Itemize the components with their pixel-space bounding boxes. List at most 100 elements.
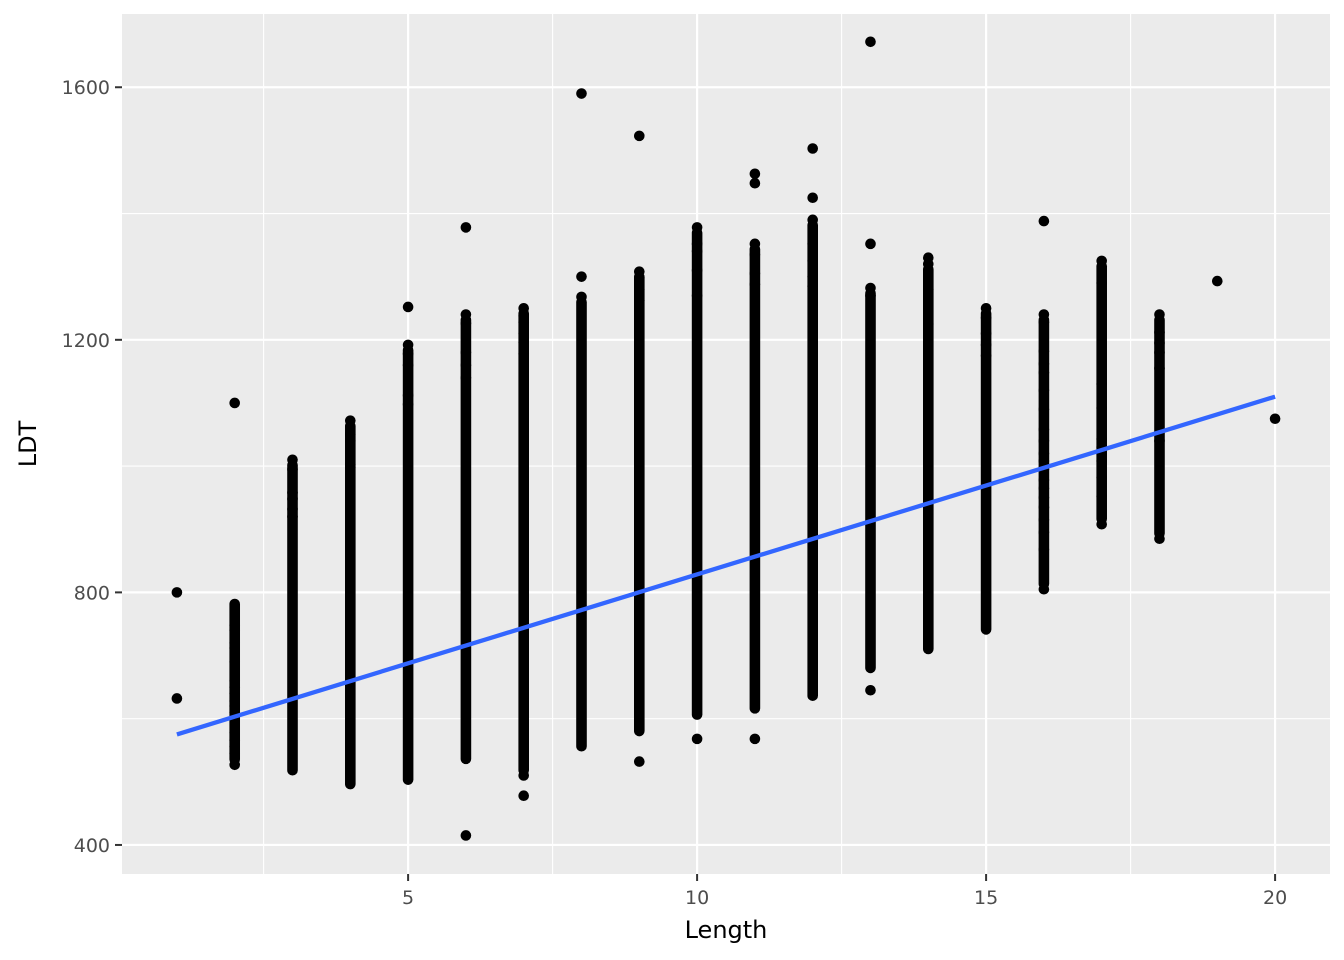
y-tick-label: 800 [74,582,110,604]
data-point [518,328,530,339]
data-point [1096,491,1107,502]
data-point [1038,544,1050,555]
data-point [1038,514,1050,526]
point-strip-length-17 [1096,260,1107,525]
point-strip-length-5 [402,344,414,785]
x-tick-label: 20 [1263,887,1287,909]
data-point [1038,482,1050,494]
data-point [980,350,992,361]
data-point [1038,316,1050,328]
data-point [402,301,414,313]
point-strip-length-8 [576,296,587,752]
data-point [749,733,761,745]
data-points [171,36,1281,841]
data-point [865,282,876,294]
data-point [402,359,414,371]
data-point [865,238,876,250]
data-point [402,348,414,360]
data-point [576,291,587,303]
data-point [1038,367,1050,378]
trend-line [176,394,1276,737]
data-point [1154,362,1165,374]
data-point [1096,518,1107,530]
data-point [691,238,703,250]
data-point [1038,448,1050,459]
data-point [1038,583,1050,595]
data-point [460,830,472,841]
data-point [287,463,298,475]
data-point [402,390,414,401]
point-strip-length-12 [807,219,818,701]
data-point [980,339,992,351]
data-point [865,290,876,301]
data-point [460,318,472,329]
data-point [691,265,703,276]
data-point [345,462,356,473]
x-axis-ticks: 5 10 15 20 [402,874,1287,909]
plot-panel [122,14,1330,874]
data-point [1096,378,1107,390]
point-strip-length-10 [691,227,703,720]
y-axis-title: LDT [14,420,42,467]
data-point [229,642,241,654]
point-strip-length-6 [460,314,472,765]
data-point [807,214,818,226]
data-point [229,727,241,738]
data-point [1038,492,1050,503]
data-point [865,36,876,48]
data-point [1038,215,1050,227]
y-axis-ticks: 400 800 1200 1600 [62,77,122,857]
trend-line-group [176,394,1276,737]
data-point [576,271,587,282]
point-strip-length-9 [634,271,645,737]
data-point [345,415,356,426]
data-point [1154,347,1165,358]
point-strip-length-7 [518,308,530,776]
data-point [1038,527,1050,538]
x-tick-label: 5 [402,887,414,909]
data-point [287,493,298,505]
data-point [807,143,818,154]
data-point [634,130,645,142]
data-point [287,503,298,515]
data-point [287,454,298,466]
data-point [229,624,241,636]
point-strip-length-15 [980,308,992,635]
data-point [1154,435,1165,447]
data-point [345,435,356,447]
data-point [1269,413,1281,425]
point-strips [229,219,1165,790]
data-point [1154,533,1165,545]
y-tick-label: 1200 [62,330,110,352]
data-point [1154,309,1165,320]
data-point [1096,455,1107,467]
y-tick-label: 400 [74,835,110,857]
x-tick-label: 10 [685,887,709,909]
data-point [691,290,703,301]
data-point [1038,455,1050,467]
data-point [922,284,934,295]
data-point [980,328,992,339]
data-point [691,246,703,257]
data-point [749,278,761,290]
point-strip-length-11 [749,243,761,714]
data-point [576,88,587,99]
data-point [518,316,530,328]
data-point [229,656,241,668]
data-point [518,790,530,802]
data-point [1096,472,1107,483]
data-point [1211,275,1223,287]
data-point [807,255,818,267]
data-point [1038,358,1050,370]
data-point [518,770,530,781]
data-point [1038,345,1050,357]
data-point [749,268,761,279]
data-point [1038,309,1050,320]
data-point [691,733,703,745]
x-axis-title: Length [685,916,768,944]
data-point [634,284,645,295]
data-point [460,222,472,233]
data-point [634,272,645,284]
data-point [402,339,414,351]
data-point [171,587,183,598]
